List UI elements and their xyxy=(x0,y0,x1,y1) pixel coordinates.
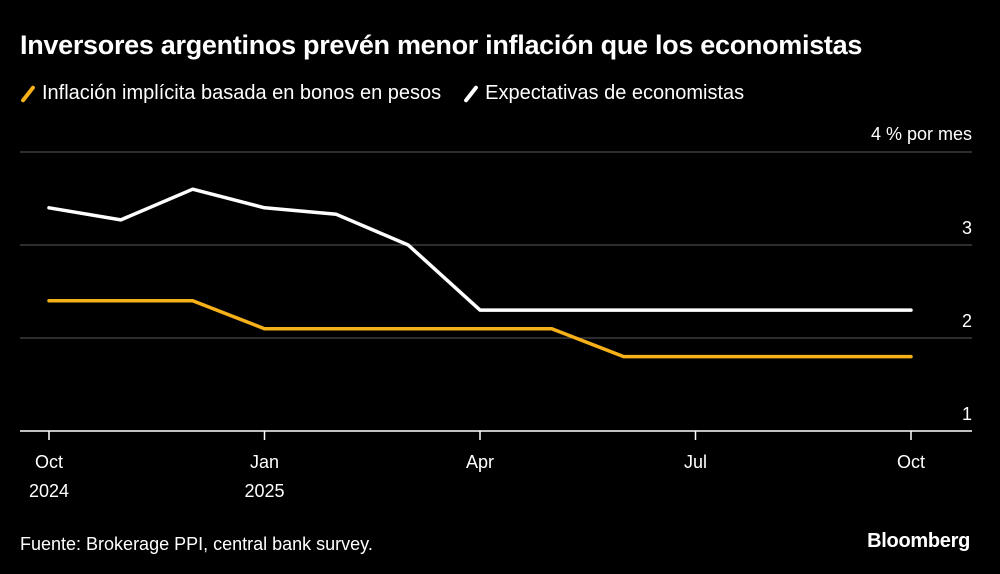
chart-title: Inversores argentinos prevén menor infla… xyxy=(20,30,863,60)
y-tick-label-3: 3 xyxy=(962,218,972,238)
series-0-point-0 xyxy=(48,300,50,302)
x-tick-label-2025-07: Jul xyxy=(684,452,707,472)
source-note: Fuente: Brokerage PPI, central bank surv… xyxy=(20,534,373,554)
series-1-point-1 xyxy=(120,219,122,221)
series-1-point-7 xyxy=(910,309,912,311)
series-1-point-5 xyxy=(407,244,409,246)
legend-item-bonos: Inflación implícita basada en bonos en p… xyxy=(20,82,441,105)
series-lines xyxy=(47,187,913,359)
y-axis: 1 2 3 4 % por mes xyxy=(871,124,972,424)
series-0-point-1 xyxy=(192,300,194,302)
series-0-point-5 xyxy=(910,356,912,358)
x-tick-sublabel-2024-10: 2024 xyxy=(29,481,69,501)
series-1-point-2 xyxy=(192,188,194,190)
series-0-point-4 xyxy=(623,356,625,358)
series-0-point-2 xyxy=(264,328,265,330)
y-tick-label-1: 1 xyxy=(962,404,972,424)
x-axis: Oct 2024 Jan 2025 Apr Jul Oct xyxy=(29,431,925,501)
series-0-point-3 xyxy=(551,328,553,330)
y-unit-label: 4 % por mes xyxy=(871,124,972,144)
legend-label-bonos: Inflación implícita basada en bonos en p… xyxy=(42,82,442,104)
x-tick-label-2024-10: Oct xyxy=(35,452,63,472)
legend-label-economistas: Expectativas de economistas xyxy=(485,82,745,104)
series-1-point-3 xyxy=(264,207,265,209)
x-tick-sublabel-2025-01: 2025 xyxy=(244,481,284,501)
series-line-0 xyxy=(47,299,913,359)
series-1-point-0 xyxy=(48,207,50,209)
y-tick-label-2: 2 xyxy=(962,311,972,331)
x-tick-label-2025-01: Jan xyxy=(250,452,279,472)
x-tick-label-2025-10: Oct xyxy=(897,452,925,472)
legend-item-economistas: Expectativas de economistas xyxy=(463,82,744,105)
series-line-1 xyxy=(47,187,913,312)
series-1-point-6 xyxy=(479,309,481,311)
series-1-point-4 xyxy=(335,213,337,215)
x-tick-label-2025-04: Apr xyxy=(466,452,494,472)
legend: Inflación implícita basada en bonos en p… xyxy=(20,82,766,105)
bloomberg-logo: Bloomberg xyxy=(867,530,970,552)
gridlines xyxy=(20,151,972,432)
